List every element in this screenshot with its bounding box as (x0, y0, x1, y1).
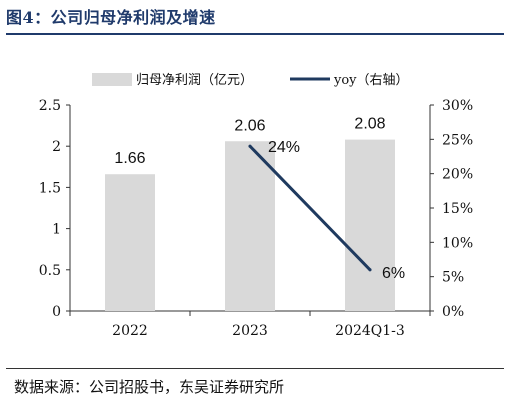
right-axis-tick-label: 20% (442, 167, 473, 183)
source-note: 数据来源：公司招股书，东吴证券研究所 (14, 378, 285, 396)
title-rule (6, 33, 504, 35)
bar-2024Q1-3 (345, 139, 395, 311)
bar-2022 (105, 174, 155, 311)
figure-title: 图4：公司归母净利润及增速 (6, 8, 216, 27)
left-axis-tick-label: 1.5 (39, 180, 61, 196)
yoy-point (248, 144, 252, 148)
yoy-value-label: 24% (268, 139, 300, 156)
yoy-line (248, 144, 372, 272)
right-axis-tick-label: 30% (442, 98, 473, 114)
source-rule (6, 368, 504, 369)
bar-value-label: 2.08 (354, 116, 385, 133)
left-axis-tick-label: 2 (52, 139, 61, 155)
legend-label-bar: 归母净利润（亿元） (136, 73, 253, 88)
x-axis-tick-label: 2024Q1-3 (335, 323, 405, 339)
bar-value-label: 2.06 (234, 117, 265, 134)
left-axis-tick-label: 0 (52, 304, 61, 320)
x-axis-tick-label: 2022 (112, 323, 148, 339)
left-axis-tick-label: 2.5 (39, 98, 61, 114)
right-axis-tick-label: 10% (442, 235, 473, 251)
bar-2023 (225, 141, 275, 311)
yoy-point (368, 268, 372, 272)
x-axis-tick-label: 2023 (232, 323, 268, 339)
right-axis-tick-label: 0% (442, 304, 464, 320)
yoy-value-label: 6% (382, 265, 405, 282)
legend-label-line: yoy（右轴） (333, 73, 409, 88)
bar-value-label: 1.66 (114, 150, 145, 167)
right-axis-tick-label: 15% (442, 201, 473, 217)
right-axis-tick-label: 5% (442, 270, 464, 286)
legend-swatch-bar (92, 73, 132, 86)
left-axis-tick-label: 1 (52, 222, 61, 238)
left-axis-tick-label: 0.5 (39, 263, 61, 279)
right-axis-tick-label: 25% (442, 132, 473, 148)
